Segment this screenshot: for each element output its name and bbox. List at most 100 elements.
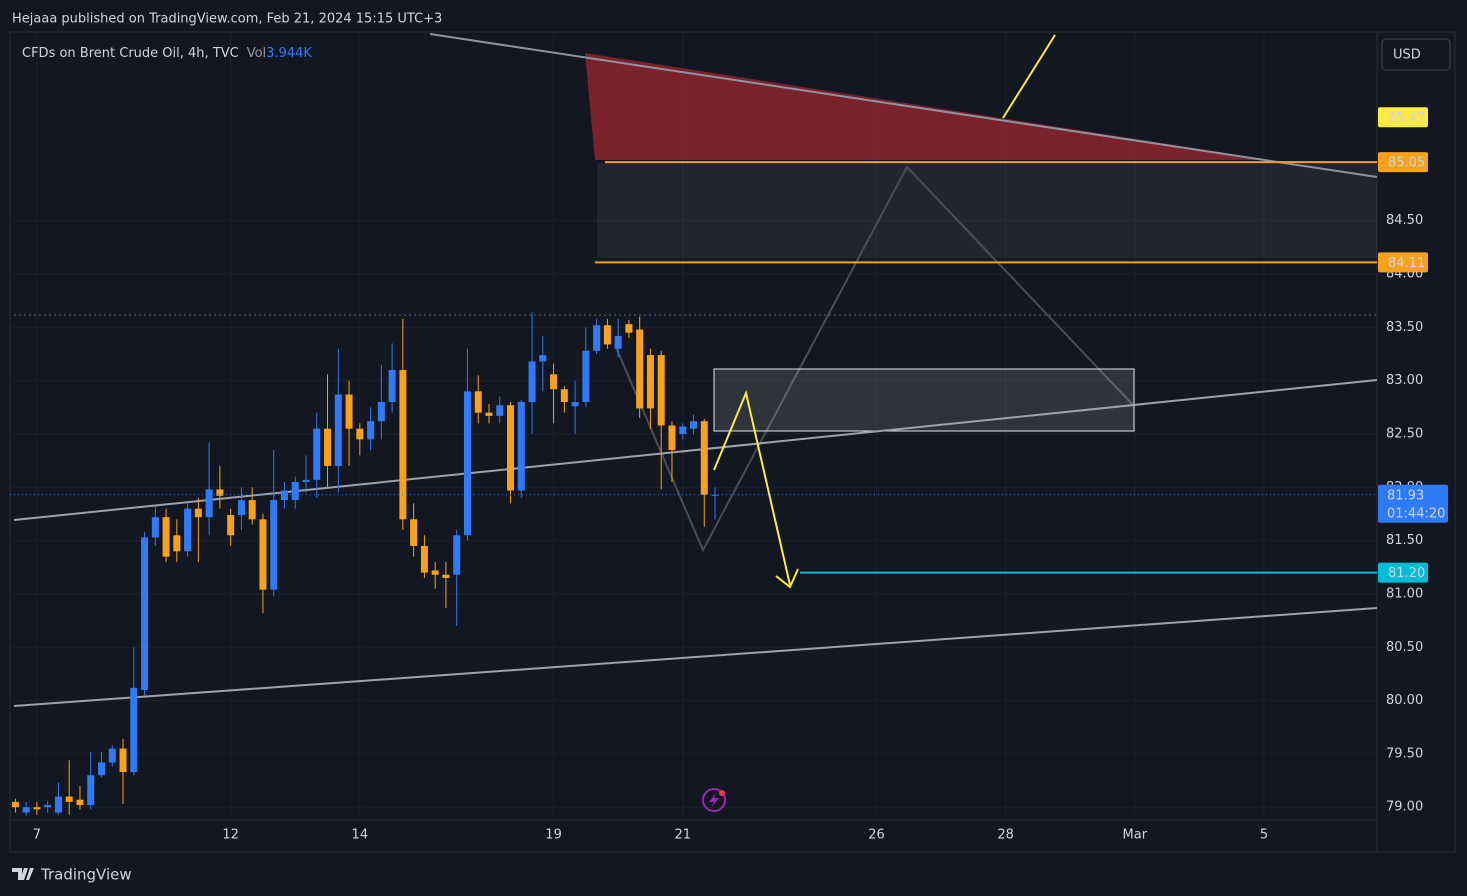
candle-body: [162, 517, 170, 557]
x-tick-label: 12: [222, 828, 239, 843]
drawings: [13, 33, 1378, 707]
trend-line: [429, 33, 1378, 178]
candle-body: [377, 402, 385, 422]
candle-body: [539, 355, 547, 362]
candle-body: [151, 517, 159, 538]
candle-body: [582, 350, 590, 403]
countdown: 01:44:20: [1387, 506, 1445, 521]
target-box: [713, 368, 1135, 432]
chart-title: CFDs on Brent Crude Oil, 4h, TVC: [22, 46, 239, 61]
currency[interactable]: USD: [1393, 48, 1421, 63]
yellow-line: [1002, 34, 1056, 119]
legend: CFDs on Brent Crude Oil, 4h, TVC Vol3.944…: [22, 46, 312, 61]
candle-body: [711, 494, 719, 496]
candle-body: [679, 426, 687, 434]
x-tick-label: 7: [33, 828, 41, 843]
y-tick-label: 79.50: [1386, 746, 1423, 761]
axes: 79.0079.5080.0080.5081.0081.5082.0082.50…: [33, 107, 1448, 843]
forecast-arrow: [713, 389, 799, 589]
publisher: Hejaaa published on TradingView.com, Feb…: [12, 12, 442, 27]
candle-body: [119, 748, 127, 773]
candle-body: [463, 391, 471, 536]
candle-body: [657, 355, 665, 426]
candle-body: [614, 335, 622, 349]
candle-body: [334, 394, 342, 466]
brand-logo: [12, 868, 34, 880]
candle-body: [44, 805, 52, 808]
candle-body: [76, 799, 84, 806]
candle-body: [291, 481, 299, 501]
candle-body: [356, 428, 364, 440]
candle-body: [571, 402, 579, 407]
candle-body: [603, 325, 611, 345]
gray-zone: [597, 163, 1377, 258]
candle-body: [442, 574, 450, 578]
y-tick-label: 80.50: [1386, 640, 1423, 655]
price-label: 85.05: [1388, 156, 1425, 171]
red-zone: [585, 53, 1270, 160]
y-tick-label: 84.50: [1386, 213, 1423, 228]
grid: [10, 32, 1377, 820]
candle-body: [528, 361, 536, 403]
x-tick-label: 14: [352, 828, 369, 843]
candle-body: [625, 324, 633, 333]
y-tick-label: 79.00: [1386, 800, 1423, 815]
x-tick-label: 28: [997, 828, 1014, 843]
candle-body: [33, 807, 41, 810]
zigzag: [614, 165, 1134, 553]
candle-body: [593, 325, 601, 351]
currency-button[interactable]: [1381, 38, 1451, 71]
last-price-label: 81.93: [1387, 488, 1424, 503]
y-tick-label: 80.00: [1386, 693, 1423, 708]
candle-body: [108, 748, 116, 763]
candle-body: [97, 762, 105, 776]
event-icon[interactable]: [702, 788, 726, 812]
candle-body: [313, 428, 321, 480]
event-dot: [719, 790, 725, 796]
last-price-box: [1378, 484, 1448, 523]
price-label-box: [1378, 107, 1428, 128]
x-tick-label: 26: [868, 828, 885, 843]
x-tick-label: Mar: [1123, 828, 1148, 843]
candle-body: [700, 421, 708, 495]
candle-body: [205, 489, 213, 518]
price-label: 84.11: [1388, 256, 1425, 271]
frame: [9, 31, 1456, 853]
candle-body: [431, 570, 439, 575]
candle-body: [141, 537, 149, 690]
candle-body: [496, 405, 504, 416]
candle-body: [474, 391, 482, 413]
candle-body: [65, 796, 73, 802]
candle-body: [668, 425, 676, 450]
y-tick-label: 83.00: [1386, 373, 1423, 388]
candle-body: [690, 421, 697, 429]
candle-body: [248, 500, 256, 520]
candle-body: [560, 389, 568, 403]
candle-body: [646, 355, 654, 409]
candle-body: [227, 515, 235, 536]
arrow-head: [775, 568, 799, 589]
y-tick-label: 83.50: [1386, 320, 1423, 335]
trend-line: [13, 379, 1378, 521]
candle-body: [216, 489, 224, 496]
candle-body: [22, 807, 30, 813]
candle-body: [11, 801, 19, 808]
x-tick-label: 21: [674, 828, 691, 843]
price-label: 81.20: [1388, 566, 1425, 581]
candle-body: [388, 370, 396, 403]
x-tick-label: 19: [545, 828, 562, 843]
candle-body: [87, 775, 95, 806]
x-tick-label: 5: [1260, 828, 1268, 843]
candles: [10, 161, 1377, 816]
candle-body: [507, 405, 515, 491]
y-tick-label: 81.50: [1386, 533, 1423, 548]
price-label-box: [1378, 152, 1428, 173]
arrow-path: [713, 389, 791, 586]
candle-body: [173, 535, 181, 552]
candle-body: [259, 519, 267, 590]
candle-body: [410, 519, 418, 546]
candle-body: [270, 500, 278, 590]
candle-body: [399, 370, 407, 520]
